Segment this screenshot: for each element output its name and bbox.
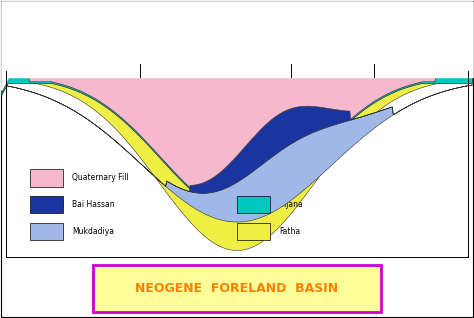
Polygon shape: [1, 78, 473, 213]
FancyBboxPatch shape: [93, 265, 381, 312]
Bar: [237, 223, 270, 240]
Text: Kirkuk: Kirkuk: [277, 51, 305, 60]
Text: Fatha: Fatha: [279, 227, 301, 236]
Text: Mukdadiya: Mukdadiya: [72, 227, 114, 236]
Bar: [30, 196, 63, 213]
Bar: [237, 196, 270, 213]
Text: SW: SW: [11, 32, 39, 47]
Bar: [30, 223, 63, 240]
Text: Quaternary Fill: Quaternary Fill: [72, 173, 129, 183]
Text: Chemchamal: Chemchamal: [348, 51, 399, 60]
Text: Samarra: Samarra: [124, 51, 157, 60]
Bar: [30, 169, 63, 187]
Text: NE: NE: [440, 32, 463, 47]
Polygon shape: [1, 85, 473, 222]
Text: NEOGENE  FORELAND  BASIN: NEOGENE FORELAND BASIN: [136, 282, 338, 295]
Polygon shape: [1, 85, 473, 193]
Text: Bai Hassan: Bai Hassan: [72, 200, 115, 209]
Polygon shape: [1, 79, 473, 251]
Text: Injana: Injana: [279, 200, 303, 209]
Polygon shape: [1, 77, 473, 187]
